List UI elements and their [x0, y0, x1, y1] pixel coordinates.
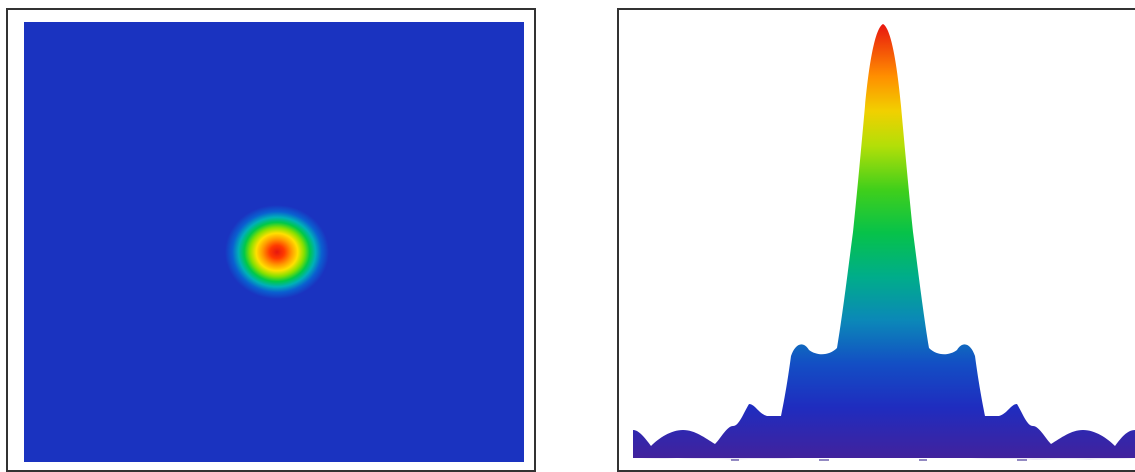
- baseline-flecks: [731, 459, 1027, 461]
- intensity-map-panel: [6, 8, 536, 472]
- profile-plot-panel: [617, 8, 1135, 472]
- baseline-shadow: [633, 458, 1135, 470]
- airy-profile-surface: [633, 24, 1135, 470]
- airy-pattern-heatmap: [24, 22, 524, 462]
- profile-surface-shape: [633, 24, 1135, 460]
